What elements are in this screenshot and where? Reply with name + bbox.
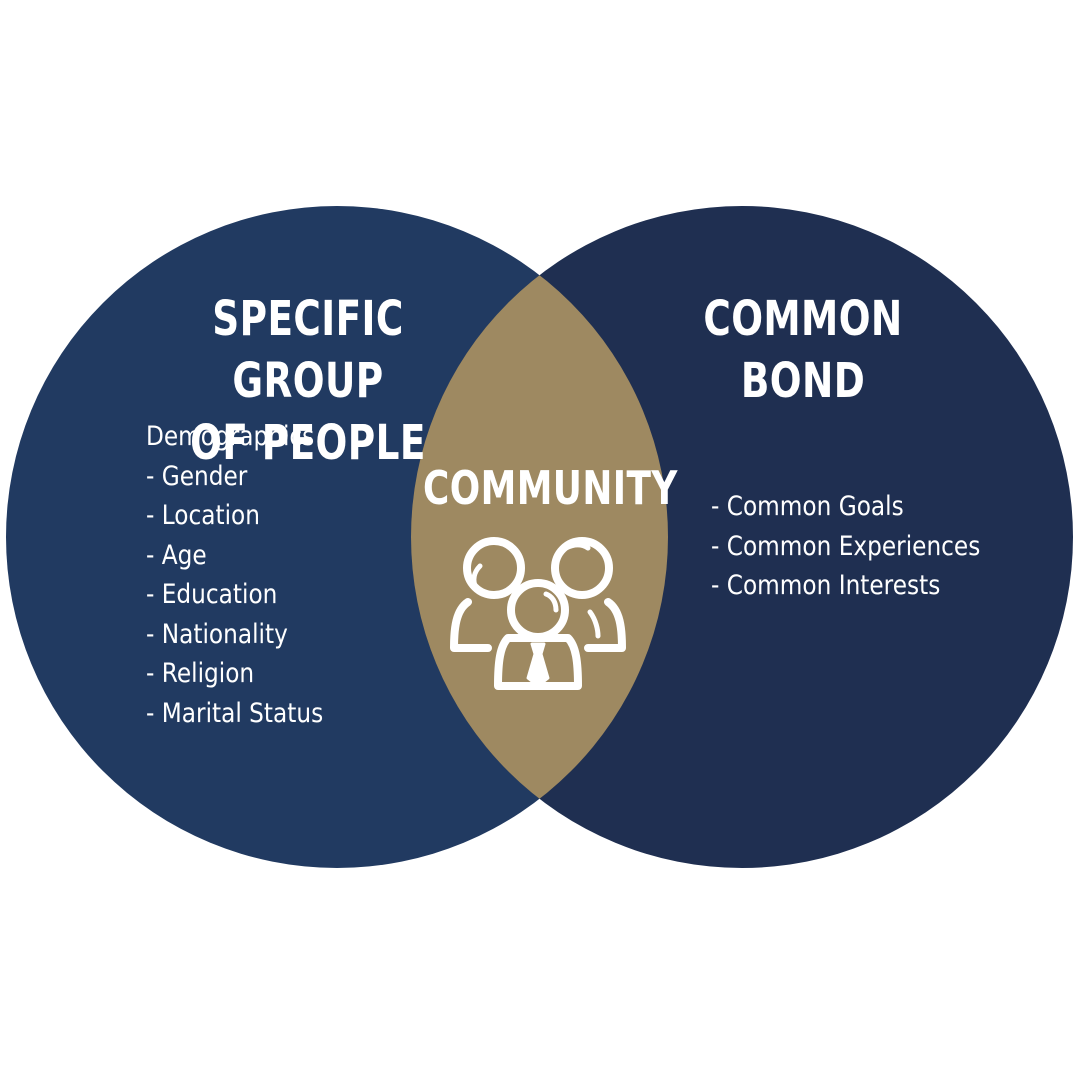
list-item: - Common Interests bbox=[711, 570, 941, 601]
people-group-icon bbox=[450, 537, 626, 690]
list-item: - Common Goals bbox=[711, 491, 904, 522]
right-attribute-list: - Common Goals - Common Experiences - Co… bbox=[711, 487, 980, 606]
list-item: Demographics bbox=[146, 421, 315, 452]
list-item: - Age bbox=[146, 539, 207, 571]
left-title-line-1: SPECIFIC GROUP bbox=[212, 291, 404, 409]
right-title-line-1: COMMON bbox=[703, 291, 903, 347]
list-item: - Gender bbox=[146, 460, 248, 492]
right-circle-title: COMMON BOND bbox=[667, 288, 940, 412]
intersection-lens bbox=[411, 206, 668, 868]
left-title-line-2: OF PEOPLE bbox=[190, 415, 426, 471]
right-title-line-2: BOND bbox=[740, 353, 866, 409]
list-item: - Education bbox=[146, 579, 278, 610]
list-item: - Location bbox=[146, 500, 260, 531]
list-item: - Common Experiences bbox=[711, 530, 981, 562]
intersection-title: COMMUNITY bbox=[423, 461, 678, 515]
left-circle-title: SPECIFIC GROUP OF PEOPLE bbox=[133, 288, 484, 474]
list-item: - Nationality bbox=[146, 618, 288, 650]
left-attribute-list: Demographics - Gender - Location - Age -… bbox=[146, 417, 323, 733]
list-item: - Religion bbox=[146, 658, 255, 689]
list-item: - Marital Status bbox=[146, 697, 324, 729]
